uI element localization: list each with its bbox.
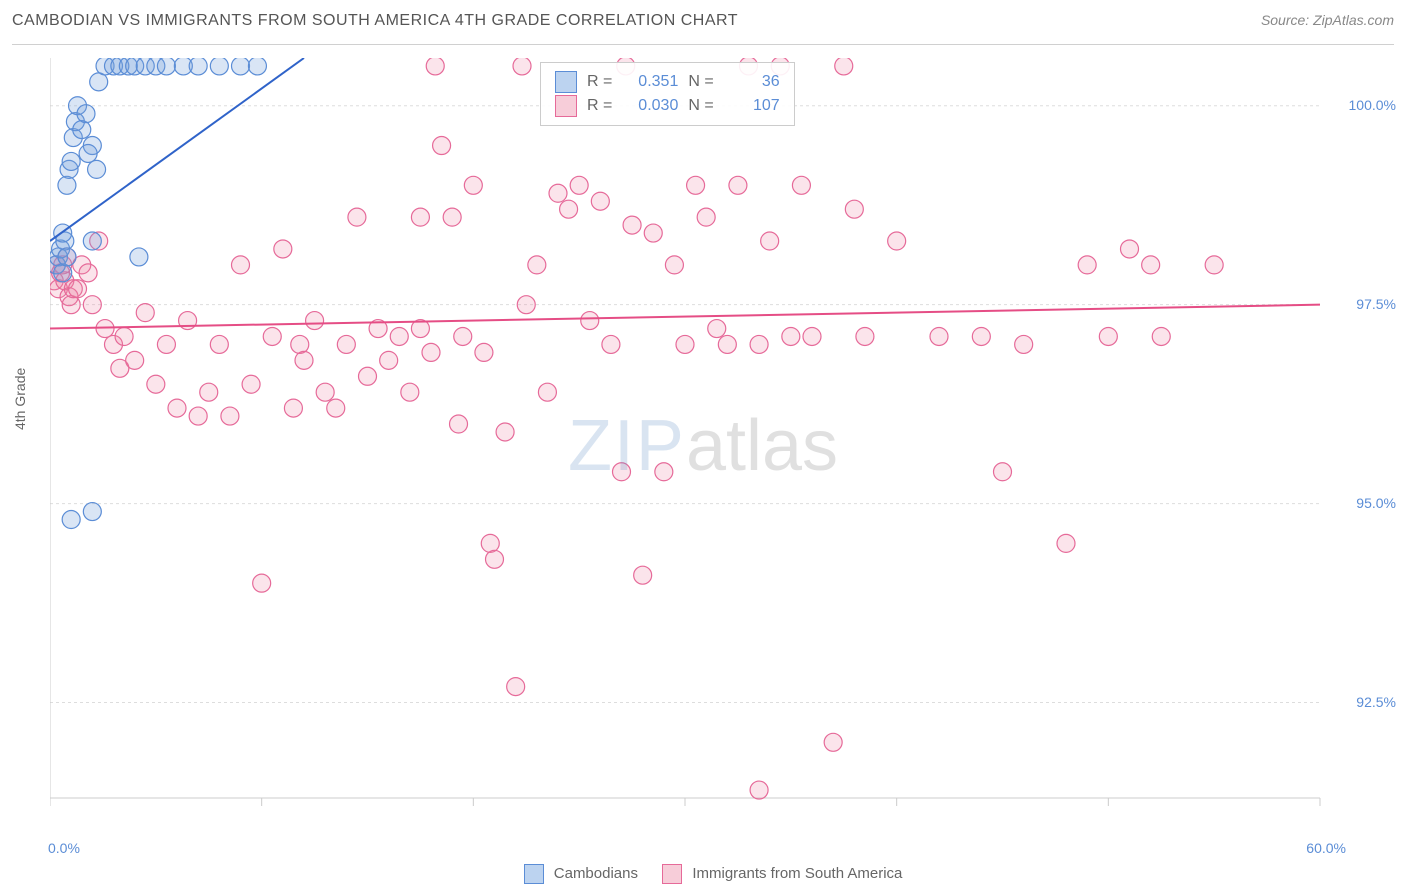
legend-bottom: Cambodians Immigrants from South America — [0, 864, 1406, 884]
y-axis-label: 4th Grade — [12, 368, 28, 430]
legend-n-value-south-america: 107 — [724, 97, 780, 115]
y-tick-label-0: 92.5% — [1356, 694, 1396, 710]
y-tick-label-3: 100.0% — [1349, 97, 1396, 113]
legend-row-south-america: R = 0.030 N = 107 — [555, 95, 780, 117]
title-bar: CAMBODIAN VS IMMIGRANTS FROM SOUTH AMERI… — [12, 8, 1394, 45]
legend-bottom-label-cambodians: Cambodians — [554, 865, 638, 882]
legend-r-label: R = — [587, 97, 612, 115]
legend-correlation-box: R = 0.351 N = 36 R = 0.030 N = 107 — [540, 62, 795, 126]
legend-bottom-swatch-south-america — [662, 864, 682, 884]
chart-title: CAMBODIAN VS IMMIGRANTS FROM SOUTH AMERI… — [12, 12, 738, 30]
chart-container: CAMBODIAN VS IMMIGRANTS FROM SOUTH AMERI… — [0, 0, 1406, 892]
source-attribution: Source: ZipAtlas.com — [1261, 12, 1394, 28]
legend-r-value-cambodians: 0.351 — [622, 73, 678, 91]
y-tick-label-1: 95.0% — [1356, 495, 1396, 511]
x-tick-label-min: 0.0% — [48, 840, 80, 856]
legend-n-label: N = — [688, 73, 713, 91]
legend-swatch-cambodians — [555, 71, 577, 93]
legend-bottom-label-south-america: Immigrants from South America — [692, 865, 902, 882]
legend-n-value-cambodians: 36 — [724, 73, 780, 91]
legend-n-label: N = — [688, 97, 713, 115]
legend-r-value-south-america: 0.030 — [622, 97, 678, 115]
legend-row-cambodians: R = 0.351 N = 36 — [555, 71, 780, 93]
x-tick-label-max: 60.0% — [1306, 840, 1346, 856]
legend-r-label: R = — [587, 73, 612, 91]
legend-bottom-swatch-cambodians — [524, 864, 544, 884]
plot-area — [50, 58, 1380, 818]
scatter-plot-svg — [50, 58, 1380, 818]
legend-swatch-south-america — [555, 95, 577, 117]
y-tick-label-2: 97.5% — [1356, 296, 1396, 312]
